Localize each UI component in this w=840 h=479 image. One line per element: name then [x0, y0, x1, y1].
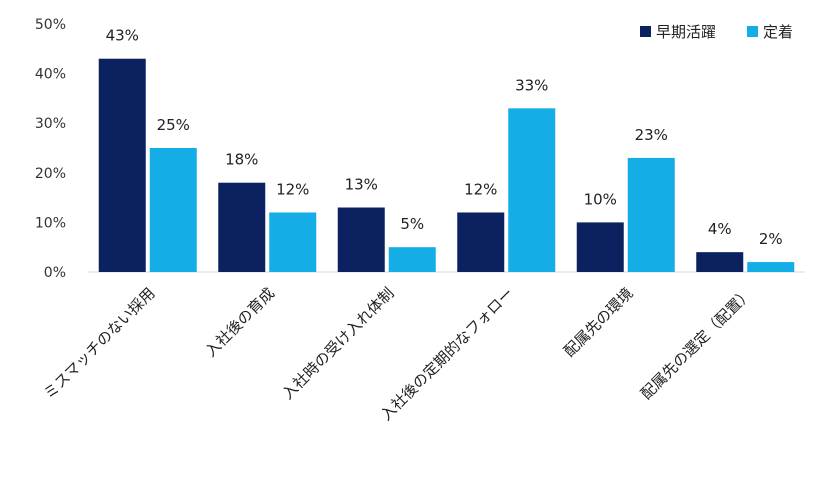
data-label: 18% [225, 151, 258, 169]
bar-retention [747, 262, 795, 272]
data-label: 43% [106, 27, 139, 45]
category-label: ミスマッチのない採用 [40, 284, 158, 402]
bar-retention [269, 212, 317, 272]
y-tick-label: 50% [35, 17, 66, 33]
bar-early-success [337, 207, 385, 272]
y-tick-label: 0% [44, 265, 66, 281]
data-label: 33% [515, 76, 548, 94]
data-label: 25% [157, 116, 190, 134]
y-tick-label: 30% [35, 116, 66, 132]
bar-retention [627, 157, 675, 272]
category-label: 入社後の育成 [202, 284, 278, 360]
y-tick-label: 20% [35, 166, 66, 182]
bar-early-success [98, 58, 146, 272]
legend-label: 定着 [763, 23, 793, 41]
data-label: 23% [635, 126, 668, 144]
data-label: 12% [276, 180, 309, 198]
category-label: 入社時の受け入れ体制 [279, 284, 398, 403]
bar-retention [388, 247, 436, 272]
data-label: 2% [759, 230, 783, 248]
bar-early-success [218, 182, 266, 272]
legend-label: 早期活躍 [656, 23, 716, 41]
y-tick-label: 10% [35, 215, 66, 231]
data-labels-group: 43% 25% 18% 12% 13% 5% 12% 33% 10% 23% 4% 2% [106, 27, 783, 248]
bar-retention [149, 148, 197, 272]
data-label: 12% [464, 180, 497, 198]
bar-early-success [576, 222, 624, 272]
data-label: 10% [584, 190, 617, 208]
category-label: 配属先の選定（配置） [637, 284, 756, 403]
bar-early-success [696, 252, 744, 272]
bars-group [98, 58, 795, 272]
legend: 早期活躍 定着 [640, 23, 793, 41]
bar-retention [508, 108, 556, 272]
data-label: 5% [400, 215, 424, 233]
category-label: 配属先の環境 [560, 284, 636, 360]
data-label: 4% [708, 220, 732, 238]
y-axis-ticks: 0% 10% 20% 30% 40% 50% [35, 17, 66, 281]
legend-swatch [640, 26, 651, 37]
bar-early-success [457, 212, 505, 272]
category-label: 入社後の定期的なフォロー [377, 284, 517, 424]
y-tick-label: 40% [35, 67, 66, 83]
data-label: 13% [345, 176, 378, 194]
legend-swatch [747, 26, 758, 37]
